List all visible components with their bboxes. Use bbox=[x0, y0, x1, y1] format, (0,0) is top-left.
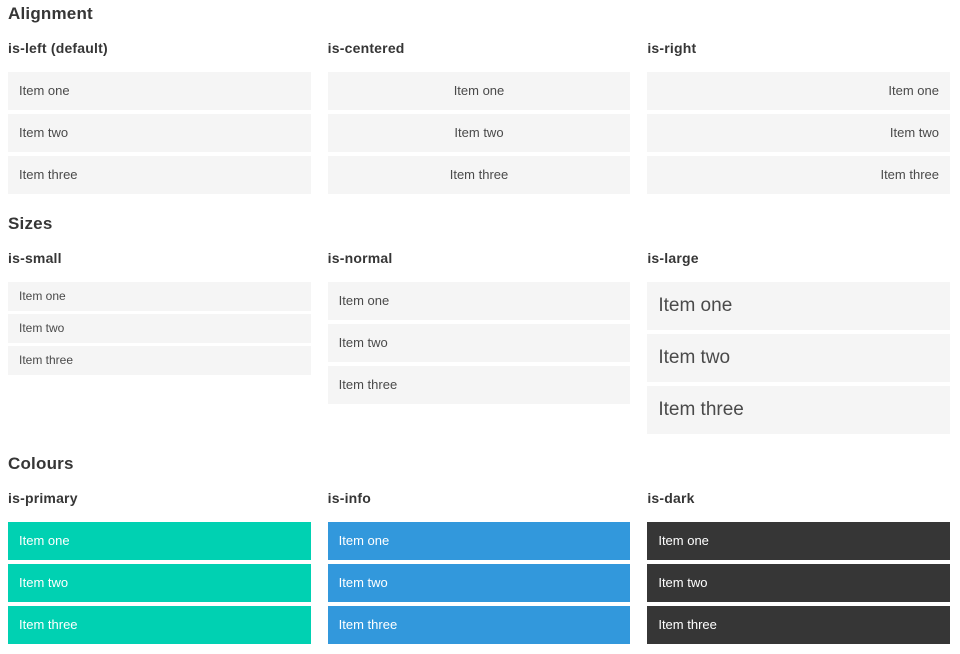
list-item: Item one bbox=[327, 282, 631, 320]
list-item: Item three bbox=[327, 156, 631, 194]
list-item: Item two bbox=[327, 564, 631, 602]
section-title: Sizes bbox=[8, 214, 53, 233]
group-is-centered: is-centered Item one Item two Item three bbox=[327, 40, 631, 194]
list-item: Item one bbox=[647, 282, 950, 330]
group-label: is-left (default) bbox=[8, 40, 108, 56]
list-right: Item one Item two Item three bbox=[647, 72, 950, 194]
list-item: Item two bbox=[8, 314, 311, 343]
list-item: Item three bbox=[647, 156, 950, 194]
list-item: Item three bbox=[327, 366, 631, 404]
list-item: Item three bbox=[8, 606, 311, 644]
group-label: is-small bbox=[8, 250, 62, 266]
list-item: Item two bbox=[647, 114, 950, 152]
list-item: Item two bbox=[647, 564, 950, 602]
list-item: Item two bbox=[327, 324, 631, 362]
list-item: Item one bbox=[647, 72, 950, 110]
list-normal: Item one Item two Item three bbox=[327, 282, 631, 404]
group-is-right: is-right Item one Item two Item three bbox=[647, 40, 950, 194]
group-label: is-info bbox=[327, 490, 372, 506]
list-large: Item one Item two Item three bbox=[647, 282, 950, 434]
group-is-normal: is-normal Item one Item two Item three bbox=[327, 250, 631, 434]
list-item: Item three bbox=[8, 346, 311, 375]
list-small: Item one Item two Item three bbox=[8, 282, 311, 375]
list-item: Item two bbox=[327, 114, 631, 152]
list-info: Item one Item two Item three bbox=[327, 522, 631, 644]
list-item: Item one bbox=[8, 522, 311, 560]
list-item: Item one bbox=[8, 72, 311, 110]
list-item: Item two bbox=[8, 114, 311, 152]
list-item: Item three bbox=[647, 386, 950, 434]
group-label: is-primary bbox=[8, 490, 78, 506]
list-item: Item three bbox=[647, 606, 950, 644]
list-primary: Item one Item two Item three bbox=[8, 522, 311, 644]
group-is-info: is-info Item one Item two Item three bbox=[327, 490, 631, 644]
list-item: Item one bbox=[647, 522, 950, 560]
section-colours: Colours is-primary Item one Item two Ite… bbox=[8, 454, 950, 644]
group-is-primary: is-primary Item one Item two Item three bbox=[8, 490, 311, 644]
sizes-groups: is-small Item one Item two Item three is… bbox=[8, 250, 950, 434]
section-title: Alignment bbox=[8, 4, 93, 23]
colours-groups: is-primary Item one Item two Item three … bbox=[8, 490, 950, 644]
group-label: is-right bbox=[647, 40, 697, 56]
list-centered: Item one Item two Item three bbox=[327, 72, 631, 194]
list-item: Item one bbox=[8, 282, 311, 311]
list-left: Item one Item two Item three bbox=[8, 72, 311, 194]
list-item: Item two bbox=[8, 564, 311, 602]
group-label: is-large bbox=[647, 250, 699, 266]
group-is-left: is-left (default) Item one Item two Item… bbox=[8, 40, 311, 194]
section-title: Colours bbox=[8, 454, 74, 473]
group-label: is-dark bbox=[647, 490, 695, 506]
list-item: Item three bbox=[8, 156, 311, 194]
list-item: Item one bbox=[327, 72, 631, 110]
section-sizes: Sizes is-small Item one Item two Item th… bbox=[8, 214, 950, 434]
list-item: Item one bbox=[327, 522, 631, 560]
list-dark: Item one Item two Item three bbox=[647, 522, 950, 644]
list-item: Item three bbox=[327, 606, 631, 644]
group-is-dark: is-dark Item one Item two Item three bbox=[647, 490, 950, 644]
section-alignment: Alignment is-left (default) Item one Ite… bbox=[8, 4, 950, 194]
group-is-small: is-small Item one Item two Item three bbox=[8, 250, 311, 434]
group-label: is-normal bbox=[327, 250, 393, 266]
list-item: Item two bbox=[647, 334, 950, 382]
group-is-large: is-large Item one Item two Item three bbox=[647, 250, 950, 434]
group-label: is-centered bbox=[327, 40, 405, 56]
alignment-groups: is-left (default) Item one Item two Item… bbox=[8, 40, 950, 194]
